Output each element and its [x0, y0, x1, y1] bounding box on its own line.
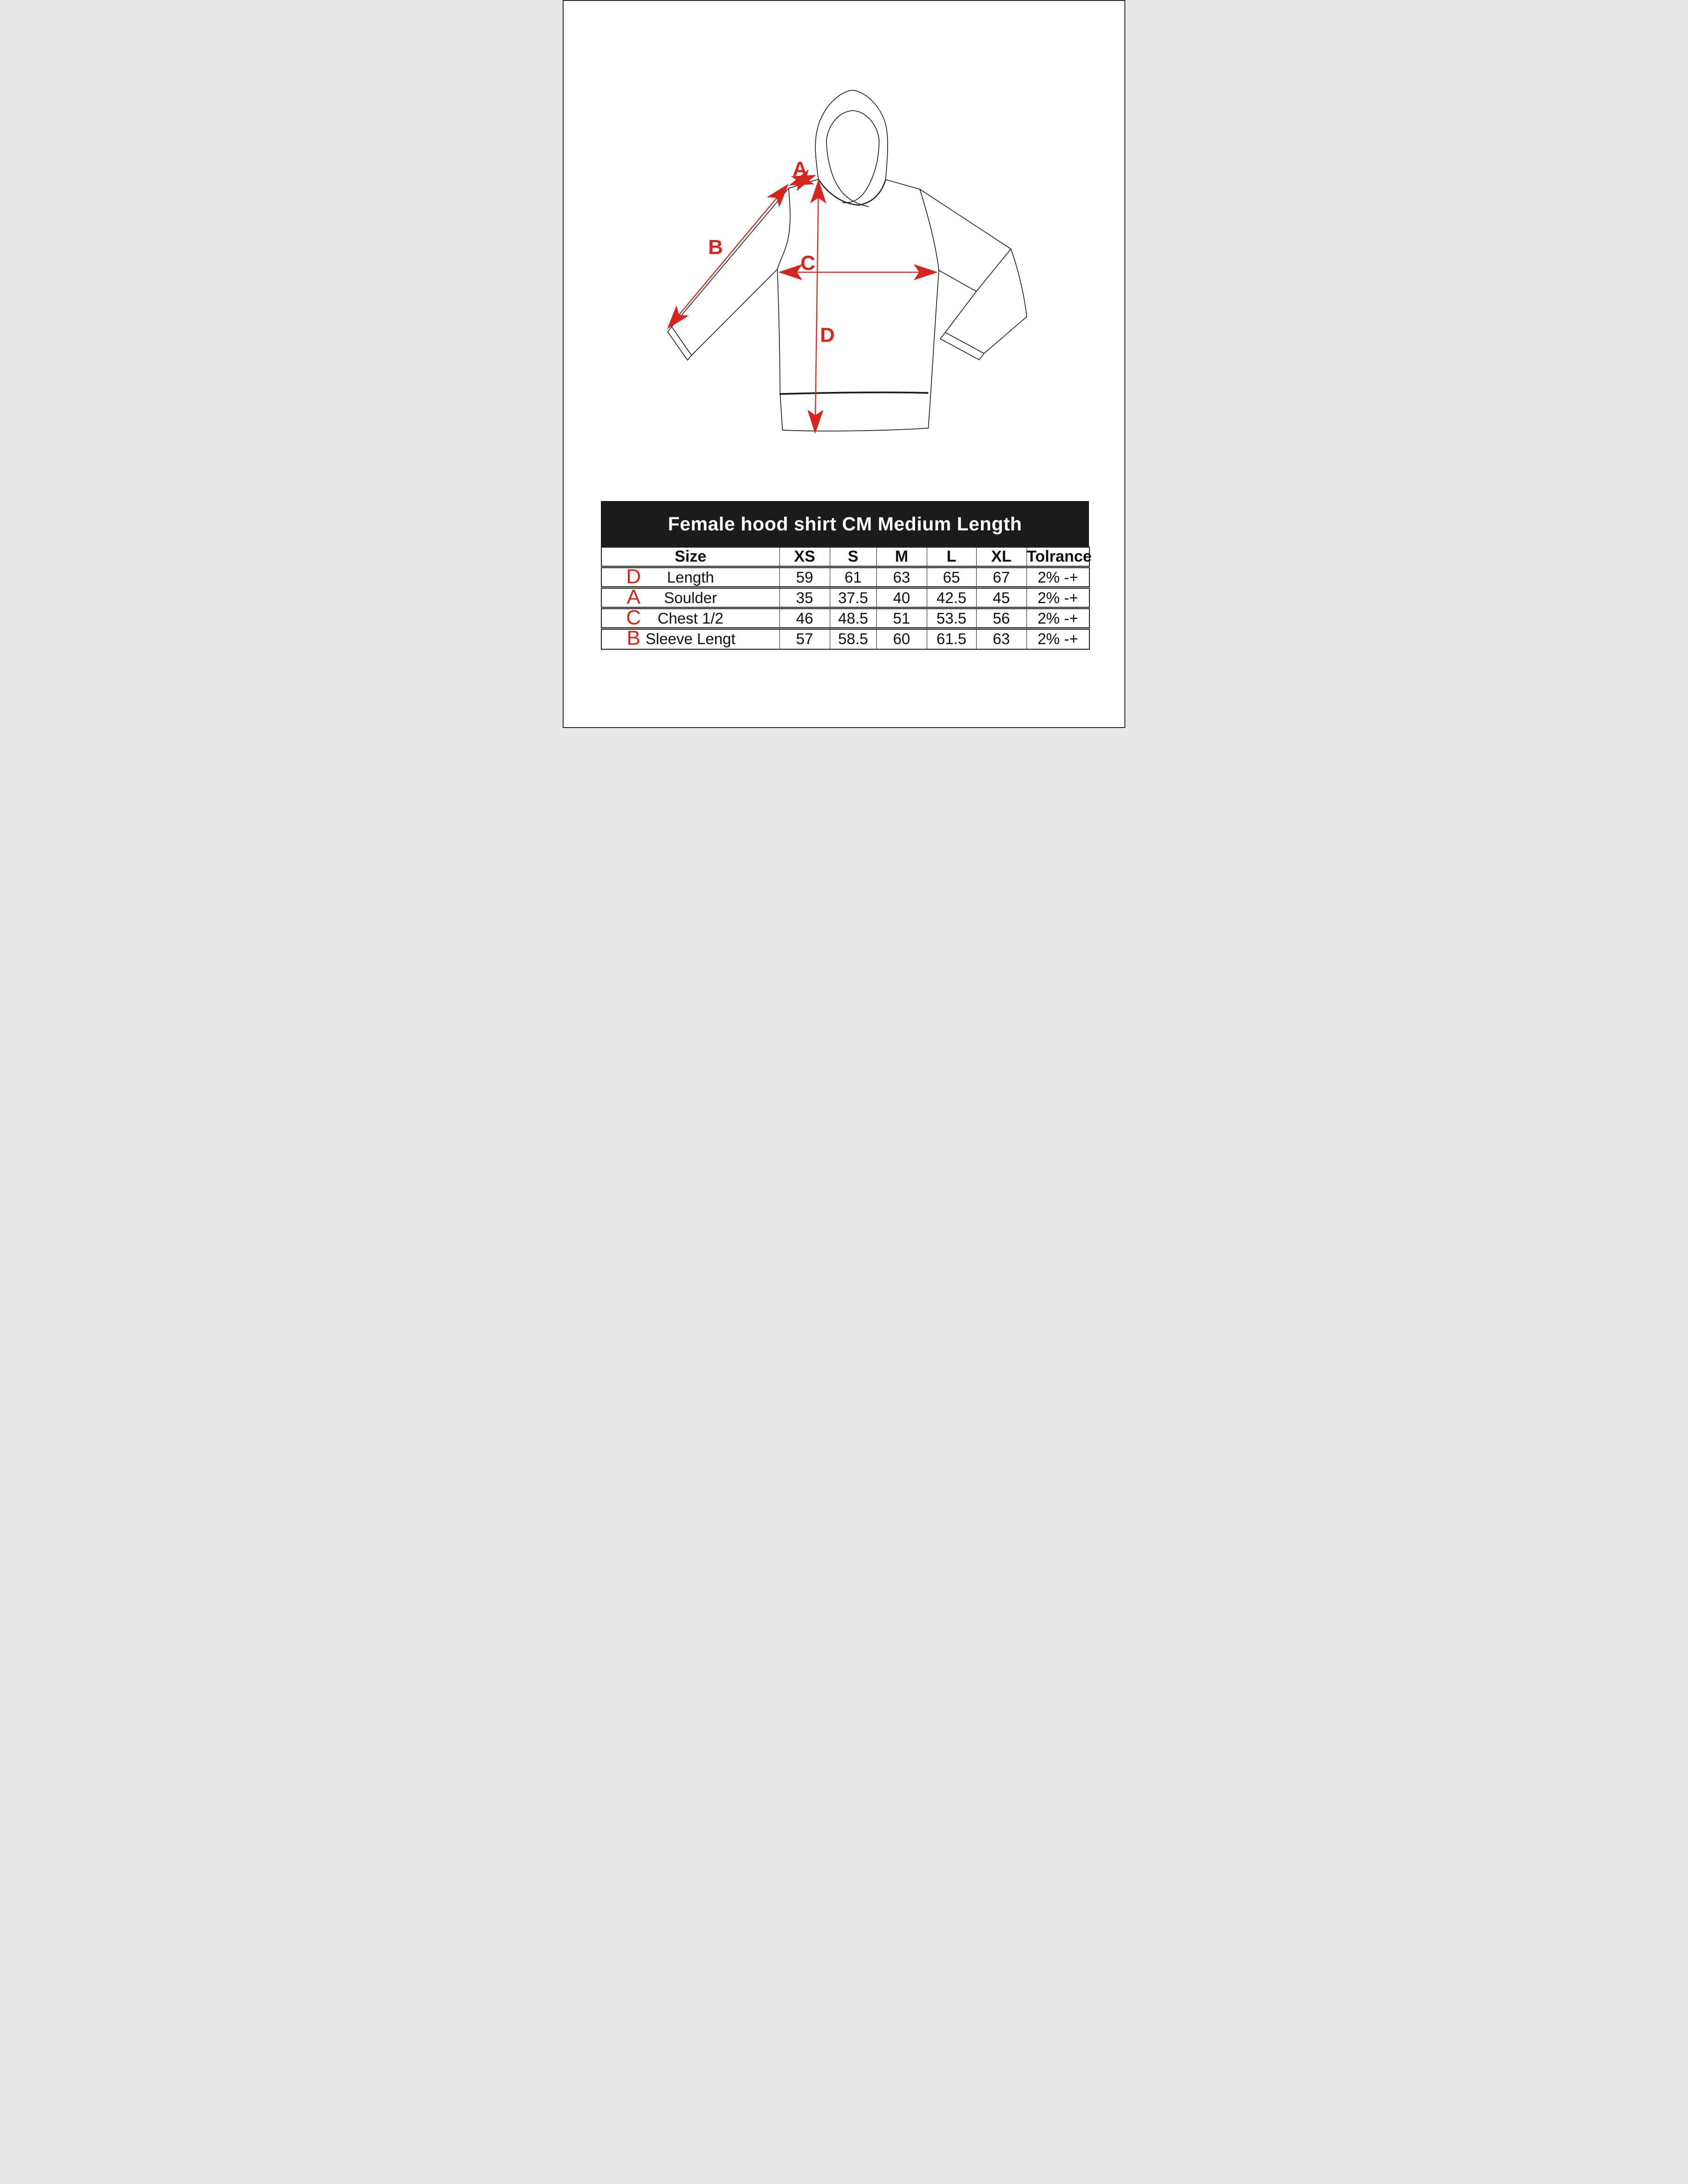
size-value-cell: 56 — [976, 608, 1027, 630]
tolerance-cell: 2% -+ — [1026, 567, 1090, 589]
size-value-cell: 65 — [926, 567, 977, 589]
left-sleeve-bottom-edge — [691, 268, 778, 356]
measurement-letters: A B C D — [708, 158, 835, 346]
hood-inner-left — [826, 139, 869, 207]
measure-label-b: B — [708, 236, 723, 259]
size-table: Size XS S M L XL Tolrance D Length 59 61 63 65 67 2% … — [601, 547, 1092, 650]
measure-letter-c: C — [626, 606, 641, 629]
left-armhole — [777, 188, 791, 270]
measure-letter-a: A — [627, 585, 641, 609]
table-row-chest-1-2: C Chest 1/2 46 48.5 51 53.5 56 2% -+ — [601, 606, 1090, 630]
size-value-cell: 58.5 — [829, 628, 877, 650]
tolerance-cell: 2% -+ — [1026, 587, 1090, 609]
right-shoulder-seam — [885, 179, 920, 190]
measurement-label: Sleeve Lengt — [645, 630, 736, 648]
table-row-soulder: A Soulder 35 37.5 40 42.5 45 2% -+ — [601, 585, 1090, 609]
size-value-cell: 42.5 — [926, 587, 977, 609]
right-sleeve-top-edge — [919, 189, 1012, 249]
size-value-cell: 51 — [876, 608, 927, 630]
size-value-cell: 45 — [976, 587, 1027, 609]
column-header-l: L — [926, 547, 977, 568]
size-value-cell: 57 — [779, 628, 830, 650]
size-value-cell: 59 — [779, 567, 830, 589]
measurement-label: Chest 1/2 — [657, 609, 723, 627]
size-value-cell: 46 — [779, 608, 830, 630]
measurement-name-cell: D Length — [601, 565, 780, 589]
size-value-cell: 35 — [779, 587, 830, 609]
measure-letter-b: B — [627, 626, 641, 650]
column-header-xs: XS — [779, 547, 830, 568]
size-value-cell: 63 — [876, 567, 927, 589]
hood-inner-top — [826, 110, 880, 141]
column-header-xl: XL — [976, 547, 1027, 568]
measure-letter-d: D — [626, 565, 641, 588]
size-value-cell: 53.5 — [926, 608, 977, 630]
hood-outer — [815, 89, 888, 180]
left-sleeve-top-edge — [671, 188, 789, 328]
measurement-name-cell: C Chest 1/2 — [601, 606, 780, 630]
size-value-cell: 40 — [876, 587, 927, 609]
size-value-cell: 61.5 — [926, 628, 977, 650]
table-row-sleeve-lengt: B Sleeve Lengt 57 58.5 60 61.5 63 2% -+ — [601, 626, 1090, 650]
size-value-cell: 48.5 — [829, 608, 877, 630]
chart-title-bar: Female hood shirt CM Medium Length — [601, 501, 1089, 547]
body-left-edge — [777, 268, 783, 431]
measurement-label: Soulder — [664, 589, 717, 606]
hoodie-outline — [667, 89, 1027, 432]
column-header-size: Size — [601, 547, 780, 568]
size-chart-panel: Female hood shirt CM Medium Length Size X… — [601, 501, 1092, 650]
size-value-cell: 61 — [829, 567, 877, 589]
chart-title: Female hood shirt CM Medium Length — [668, 513, 1022, 535]
measure-arrow-d — [807, 179, 827, 434]
hoodie-diagram: A B C D — [667, 89, 1027, 434]
size-value-cell: 63 — [976, 628, 1027, 650]
table-row-length: D Length 59 61 63 65 67 2% -+ — [601, 565, 1090, 589]
size-value-cell: 60 — [876, 628, 927, 650]
column-header-tolrance: Tolrance — [1026, 547, 1092, 568]
body-right-edge — [928, 270, 939, 429]
measure-label-d: D — [820, 323, 835, 346]
measure-arrow-b — [667, 184, 789, 329]
tolerance-cell: 2% -+ — [1026, 608, 1090, 630]
hem-bottom — [782, 427, 929, 432]
size-chart-page: A B C D Female hood shirt CM Medium Leng… — [563, 0, 1125, 728]
size-value-cell: 37.5 — [829, 587, 877, 609]
measure-label-c: C — [800, 252, 815, 275]
right-armhole — [919, 189, 939, 271]
column-header-s: S — [829, 547, 877, 568]
right-sleeve-inner-edge — [938, 270, 977, 292]
left-cuff-band — [667, 326, 692, 361]
right-cuff-band — [940, 332, 985, 360]
tolerance-cell: 2% -+ — [1026, 628, 1090, 650]
right-elbow-crease — [976, 248, 1012, 292]
measure-arrow-a — [789, 169, 816, 192]
hood-bottom-curve — [818, 179, 886, 206]
measurement-arrows — [667, 169, 938, 434]
size-value-cell: 67 — [976, 567, 1027, 589]
measurement-label: Length — [667, 568, 714, 586]
measure-label-a: A — [792, 158, 807, 180]
size-table-header-row: Size XS S M L XL Tolrance — [601, 547, 1092, 568]
measurement-name-cell: A Soulder — [601, 585, 780, 609]
hood-inner-right — [842, 139, 880, 203]
right-forearm-inner-edge — [944, 291, 977, 333]
column-header-m: M — [876, 547, 927, 568]
hem-band-top — [779, 391, 929, 395]
measurement-name-cell: B Sleeve Lengt — [601, 626, 780, 650]
right-sleeve-outer-edge — [984, 248, 1027, 354]
